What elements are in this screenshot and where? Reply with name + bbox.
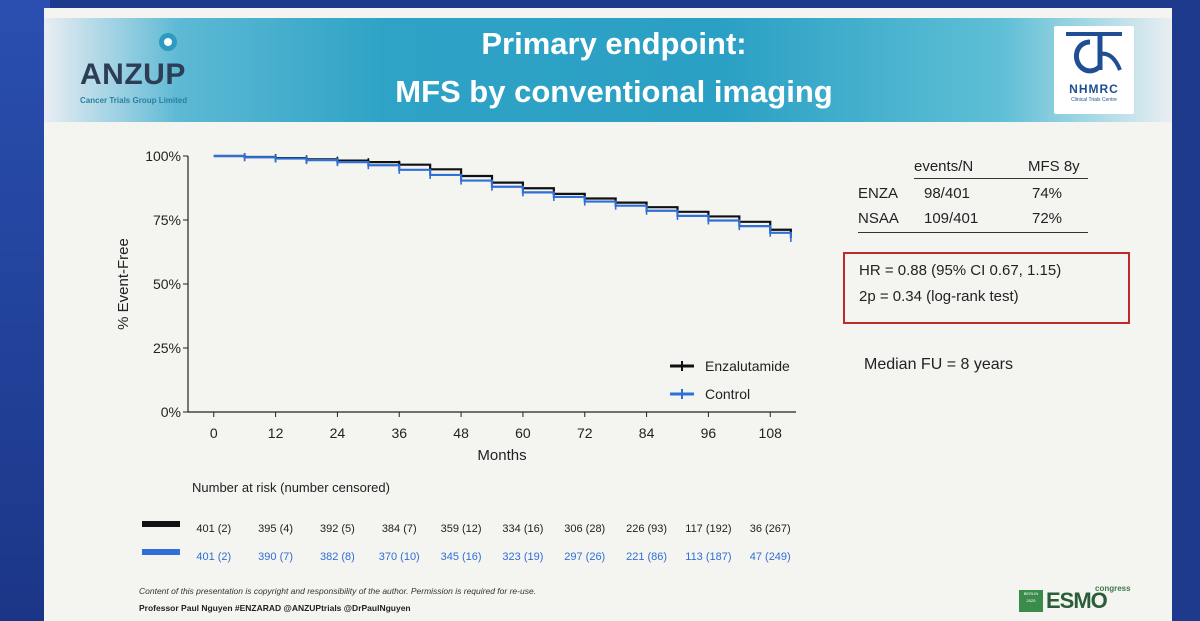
x-tick-label: 24 bbox=[330, 425, 346, 441]
nhmrc-name: NHMRC bbox=[1069, 82, 1119, 96]
stats-row-nsaa-label: NSAA bbox=[858, 210, 899, 227]
y-tick-label: 75% bbox=[153, 212, 181, 228]
slide-title: Primary endpoint: MFS by conventional im… bbox=[344, 20, 884, 116]
stats-row-nsaa-mfs: 72% bbox=[1032, 210, 1063, 227]
x-tick-label: 84 bbox=[639, 425, 655, 441]
x-tick-label: 60 bbox=[515, 425, 531, 441]
risk-cell: 384 (7) bbox=[382, 523, 417, 535]
x-tick-label: 36 bbox=[391, 425, 407, 441]
median-followup: Median FU = 8 years bbox=[864, 356, 1013, 373]
y-tick-label: 50% bbox=[153, 276, 181, 292]
risk-cell: 392 (5) bbox=[320, 523, 355, 535]
risk-cell: 334 (16) bbox=[502, 523, 543, 535]
risk-table-title: Number at risk (number censored) bbox=[192, 480, 390, 495]
title-line-2: MFS by conventional imaging bbox=[395, 74, 833, 109]
nhmrc-subtitle: Clinical Trials Centre bbox=[1071, 97, 1117, 103]
series-line-control bbox=[213, 154, 792, 238]
y-tick-label: 100% bbox=[145, 148, 181, 164]
risk-cell: 47 (249) bbox=[750, 551, 791, 563]
risk-row-swatch-control bbox=[142, 549, 180, 555]
x-tick-label: 108 bbox=[759, 425, 783, 441]
esmo-logo: BERLIN 2025 ESMO congress bbox=[1019, 584, 1131, 614]
series-line-enzalutamide bbox=[213, 154, 792, 235]
hr-box: HR = 0.88 (95% CI 0.67, 1.15) 2p = 0.34 … bbox=[843, 252, 1130, 324]
risk-row-swatch-enzalutamide bbox=[142, 521, 180, 527]
stats-row-enza-events: 98/401 bbox=[924, 185, 970, 202]
y-tick-label: 0% bbox=[161, 404, 181, 420]
risk-cell: 359 (12) bbox=[441, 523, 482, 535]
background-edge bbox=[0, 0, 50, 621]
risk-cell: 117 (192) bbox=[685, 523, 731, 535]
stats-row-enza-label: ENZA bbox=[858, 185, 899, 202]
footer-presenter: Professor Paul Nguyen #ENZARAD @ANZUPtri… bbox=[139, 603, 411, 613]
x-tick-label: 96 bbox=[701, 425, 717, 441]
x-tick-label: 0 bbox=[210, 425, 218, 441]
risk-cell: 306 (28) bbox=[564, 523, 605, 535]
title-banner bbox=[44, 18, 1172, 122]
y-axis-title: % Event-Free bbox=[115, 238, 132, 330]
x-axis-title: Months bbox=[477, 447, 526, 464]
risk-cell: 323 (19) bbox=[502, 551, 543, 563]
anzup-mark-icon bbox=[159, 33, 177, 51]
x-tick-label: 12 bbox=[268, 425, 284, 441]
risk-cell: 36 (267) bbox=[750, 523, 791, 535]
nhmrc-mark-icon bbox=[1066, 32, 1122, 74]
x-tick-label: 48 bbox=[453, 425, 469, 441]
legend-label-enzalutamide: Enzalutamide bbox=[705, 358, 790, 374]
anzup-subtitle: Cancer Trials Group Limited bbox=[80, 96, 188, 105]
risk-cell: 395 (4) bbox=[258, 523, 293, 535]
legend-label-control: Control bbox=[705, 386, 750, 402]
stats-row-nsaa-events: 109/401 bbox=[924, 210, 979, 227]
risk-cell: 345 (16) bbox=[441, 551, 482, 563]
risk-cell: 390 (7) bbox=[258, 551, 293, 563]
nhmrc-logo: NHMRC Clinical Trials Centre bbox=[1054, 26, 1134, 114]
stats-header-events: events/N bbox=[914, 158, 974, 175]
esmo-badge: BERLIN 2025 bbox=[1019, 590, 1043, 612]
risk-cell: 226 (93) bbox=[626, 523, 667, 535]
risk-cell: 401 (2) bbox=[196, 551, 231, 563]
stats-header-mfs: MFS 8y bbox=[1028, 158, 1080, 175]
x-tick-label: 72 bbox=[577, 425, 593, 441]
y-tick-label: 25% bbox=[153, 340, 181, 356]
km-chart: 0% 25% 50% 75% 100% 0 12 24 36 48 60 72 84 96 108 Month… bbox=[115, 148, 796, 563]
hr-line-2: 2p = 0.34 (log-rank test) bbox=[859, 288, 1019, 305]
risk-cell: 382 (8) bbox=[320, 551, 355, 563]
anzup-logo: ANZUP Cancer Trials Group Limited bbox=[80, 28, 210, 108]
esmo-congress: congress bbox=[1095, 584, 1131, 593]
risk-cell: 401 (2) bbox=[196, 523, 231, 535]
risk-cell: 297 (26) bbox=[564, 551, 605, 563]
anzup-name: ANZUP bbox=[80, 58, 186, 91]
footer-copyright: Content of this presentation is copyrigh… bbox=[139, 586, 537, 596]
stats-row-enza-mfs: 74% bbox=[1032, 185, 1063, 202]
risk-cell: 113 (187) bbox=[685, 551, 731, 563]
risk-cell: 221 (86) bbox=[626, 551, 667, 563]
title-line-1: Primary endpoint: bbox=[481, 26, 747, 61]
hr-line-1: HR = 0.88 (95% CI 0.67, 1.15) bbox=[859, 262, 1062, 279]
risk-cell: 370 (10) bbox=[379, 551, 420, 563]
slide: Primary endpoint: MFS by conventional im… bbox=[44, 8, 1172, 621]
esmo-name: ESMO bbox=[1046, 588, 1108, 613]
